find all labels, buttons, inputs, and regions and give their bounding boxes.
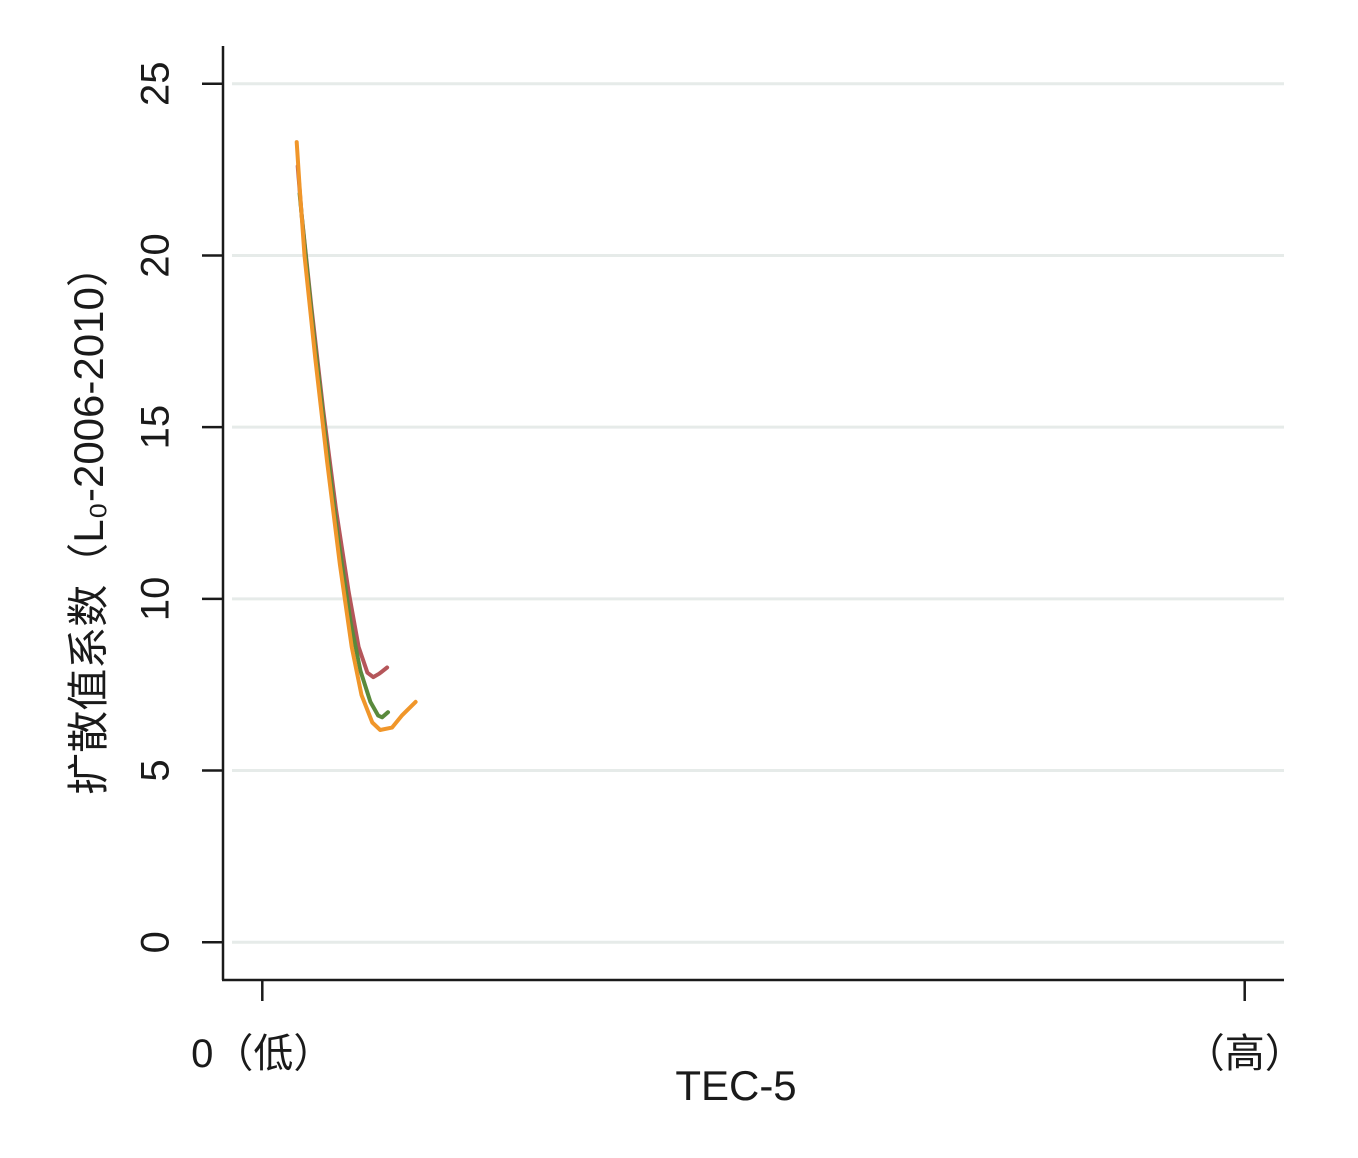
y-tick-label: 15 (134, 405, 178, 450)
series-lines (294, 140, 418, 732)
series-line-3 (294, 140, 418, 732)
x-axis-title: TEC-5 (675, 1062, 796, 1109)
y-tick-label: 25 (134, 62, 178, 107)
grid-lines (232, 82, 1284, 944)
y-tick-label: 10 (134, 577, 178, 622)
x-ticks: 0（低） （高） (191, 980, 1305, 1076)
x-tick-label: 0（低） (191, 1032, 333, 1076)
y-tick-label: 0 (134, 931, 178, 953)
y-tick-label: 5 (134, 759, 178, 781)
y-ticks: 0 5 10 15 20 25 (134, 62, 223, 953)
axes (221, 46, 1284, 982)
y-axis-title: 扩散值系数（L₀-2006-2010） (65, 245, 112, 795)
series-line-2 (297, 191, 390, 720)
series-line-1 (295, 164, 390, 680)
x-tick-label: （高） (1185, 1032, 1305, 1076)
y-tick-label: 20 (134, 233, 178, 278)
